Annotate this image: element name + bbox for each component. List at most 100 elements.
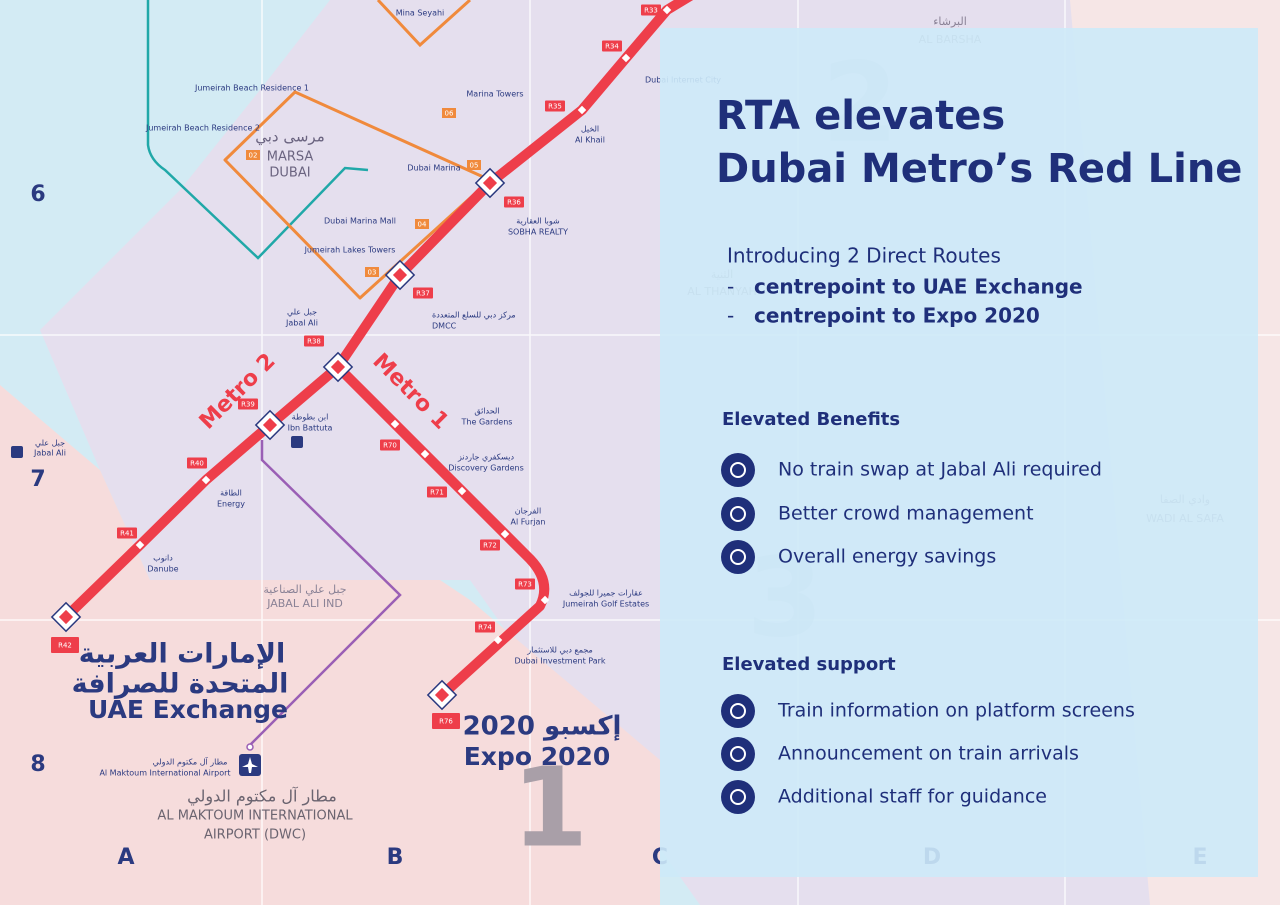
bus-stop: Jabal Ali bbox=[33, 449, 66, 458]
bus-icon bbox=[291, 436, 303, 448]
station-code: R72 bbox=[483, 542, 497, 550]
district-name: JABAL ALI IND bbox=[266, 597, 343, 610]
station-name: DMCC bbox=[432, 322, 457, 331]
panel-intro: Introducing 2 Direct Routes bbox=[727, 244, 1001, 268]
column-label: A bbox=[117, 845, 134, 870]
station-name-ar: عقارات جميرا للجولف bbox=[569, 589, 643, 598]
station-code-box bbox=[51, 637, 79, 653]
station-code: R34 bbox=[605, 43, 619, 51]
station-code: R42 bbox=[58, 642, 72, 650]
station-name-ar: الفرجان bbox=[515, 507, 541, 516]
tram-stop-name: Dubai Marina bbox=[407, 164, 460, 173]
tram-code-box bbox=[442, 108, 456, 118]
station-name: The Gardens bbox=[461, 418, 513, 427]
station-marker bbox=[420, 449, 430, 459]
station-name-ar: مجمع دبي للاستثمار bbox=[526, 646, 593, 655]
station-code: R70 bbox=[383, 442, 397, 450]
station-code: R41 bbox=[120, 530, 134, 538]
feature-text: Better crowd management bbox=[778, 503, 1034, 525]
tram-code-box bbox=[415, 219, 429, 229]
station-name-ar: ابن بطوطة bbox=[292, 413, 329, 422]
route-text: centrepoint to UAE Exchange bbox=[754, 275, 1083, 299]
tram-stop-name: Mina Seyahi bbox=[396, 9, 445, 18]
station-marker bbox=[500, 529, 510, 539]
feature-text: No train swap at Jabal Ali required bbox=[778, 459, 1102, 481]
uae-exchange-ar: الإمارات العربية bbox=[79, 639, 286, 670]
station-code-box bbox=[413, 287, 433, 299]
station-name: Danube bbox=[147, 565, 178, 574]
route-marker: - bbox=[727, 304, 734, 328]
station-code-box bbox=[432, 713, 460, 729]
station-name: Al Furjan bbox=[511, 518, 546, 527]
row-label: 8 bbox=[30, 752, 45, 777]
expo-ar: إكسبو 2020 bbox=[463, 712, 622, 742]
station-name-ar: الطاقة bbox=[220, 489, 242, 498]
marsa-dubai: DUBAI bbox=[269, 166, 310, 181]
station-code-box bbox=[475, 621, 495, 633]
info-panel-content: RTA elevates Dubai Metro’s Red Line Introd… bbox=[716, 93, 1242, 814]
airport-stop bbox=[246, 743, 254, 751]
info-panel bbox=[660, 28, 1258, 877]
airport-name-ar: مطار آل مكتوم الدولي bbox=[153, 757, 228, 767]
station-name-ar: جبل علي bbox=[287, 308, 317, 317]
station-name: Jabal Ali bbox=[285, 319, 318, 328]
station-name: Energy bbox=[217, 500, 245, 509]
station-name: Discovery Gardens bbox=[448, 464, 524, 473]
tram-code-box bbox=[365, 267, 379, 277]
tram-code-box bbox=[246, 150, 260, 160]
station-code: R73 bbox=[518, 581, 532, 589]
station-name: Ibn Battuta bbox=[288, 424, 333, 433]
tram-stop-code: 03 bbox=[368, 269, 377, 277]
feature-icon bbox=[721, 780, 755, 814]
station-name-ar: شوبا العقارية bbox=[516, 217, 560, 226]
station-code: R74 bbox=[478, 624, 492, 632]
land-south bbox=[0, 385, 660, 905]
station-name-ar: الحدائق bbox=[474, 407, 499, 416]
uae-exchange-ar: المتحدة للصرافة bbox=[72, 669, 289, 700]
airport-ar: مطار آل مكتوم الدولي bbox=[187, 787, 337, 807]
station-code: R37 bbox=[416, 290, 430, 298]
tram-stop-name: Jumeirah Beach Residence 1 bbox=[194, 84, 309, 93]
feature-icon-glyph bbox=[730, 506, 746, 522]
station-name: Dubai Investment Park bbox=[514, 657, 605, 666]
route-text: centrepoint to Expo 2020 bbox=[754, 304, 1040, 328]
interchange-core bbox=[330, 359, 346, 375]
interchange-core bbox=[434, 687, 450, 703]
tram-loop bbox=[223, 90, 492, 300]
tram-stop-code: 02 bbox=[249, 152, 258, 160]
feature-text: Announcement on train arrivals bbox=[778, 743, 1079, 765]
station-code-box bbox=[187, 457, 207, 469]
station-name-ar: الخيل bbox=[581, 125, 599, 134]
marsa-dubai-ar: مرسى دبي bbox=[255, 128, 325, 147]
interchange-core bbox=[392, 267, 408, 283]
interchange-core bbox=[58, 609, 74, 625]
section-heading: Elevated Benefits bbox=[722, 409, 900, 430]
airport-plane bbox=[242, 757, 258, 773]
feature-icon bbox=[721, 453, 755, 487]
tram-stop-code: 06 bbox=[445, 110, 454, 118]
interchange-core bbox=[262, 417, 278, 433]
panel-title: Dubai Metro’s Red Line bbox=[716, 146, 1242, 192]
station-name-ar: ديسكفري جاردنز bbox=[457, 453, 514, 462]
station-code: R36 bbox=[507, 199, 521, 207]
station-marker bbox=[457, 486, 467, 496]
station-code-box bbox=[380, 439, 400, 451]
station-code: R76 bbox=[439, 718, 453, 726]
station-code: R35 bbox=[548, 103, 562, 111]
expo: Expo 2020 bbox=[464, 742, 611, 771]
feature-icon bbox=[721, 540, 755, 574]
station-marker bbox=[493, 635, 503, 645]
tram-stop-code: 04 bbox=[418, 221, 427, 229]
station-code: R40 bbox=[190, 460, 204, 468]
station-name: Jumeirah Golf Estates bbox=[562, 600, 649, 609]
feature-text: Train information on platform screens bbox=[777, 700, 1135, 722]
interchange-core bbox=[482, 175, 498, 191]
feature-icon-glyph bbox=[730, 789, 746, 805]
uae-exchange: UAE Exchange bbox=[88, 695, 288, 724]
station-code: R39 bbox=[241, 401, 255, 409]
tram-stop-name: Dubai Marina Mall bbox=[324, 217, 396, 226]
station-code-box bbox=[545, 100, 565, 112]
station-code: R71 bbox=[430, 489, 444, 497]
station-code-box bbox=[117, 527, 137, 539]
station-name-ar: مركز دبي للسلع المتعددة bbox=[432, 311, 516, 320]
